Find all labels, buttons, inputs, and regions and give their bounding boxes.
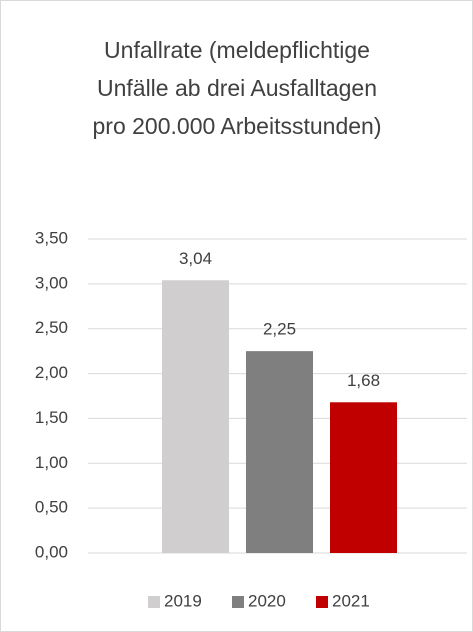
data-label: 1,68 [347,371,380,390]
y-tick-label: 2,00 [35,363,68,382]
data-label: 2,25 [263,320,296,339]
chart-title: pro 200.000 Arbeitsstunden) [93,113,382,139]
chart-title: Unfälle ab drei Ausfalltagen [97,75,377,101]
y-tick-label: 1,50 [35,408,68,427]
bar [330,402,397,553]
legend-swatch [232,596,244,608]
y-tick-label: 3,00 [35,273,68,292]
legend-label: 2019 [164,591,202,610]
y-tick-label: 2,50 [35,318,68,337]
legend-label: 2021 [332,591,370,610]
bar [162,280,229,553]
y-tick-label: 0,50 [35,498,68,517]
legend-swatch [148,596,160,608]
bar [246,351,313,553]
chart-title: Unfallrate (meldepflichtige [104,37,370,63]
y-tick-label: 0,00 [35,542,68,561]
data-label: 3,04 [179,249,212,268]
legend-swatch [316,596,328,608]
legend-label: 2020 [248,591,286,610]
y-tick-label: 1,00 [35,453,68,472]
y-tick-label: 3,50 [35,228,68,247]
